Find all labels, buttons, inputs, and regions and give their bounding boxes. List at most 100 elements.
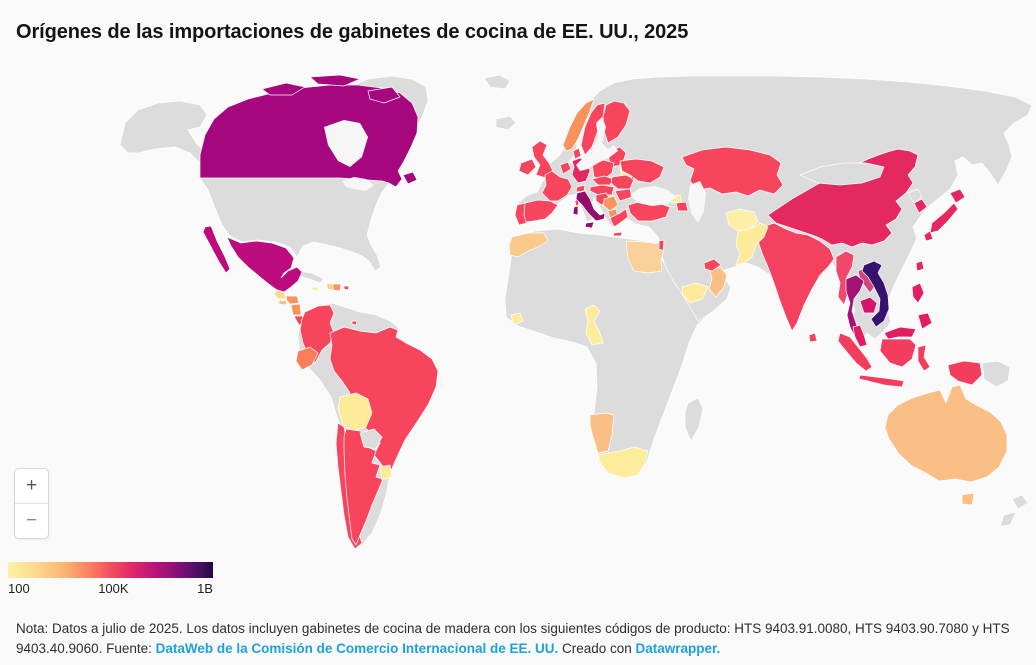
country-france[interactable]	[541, 170, 573, 202]
country-guatemala[interactable]	[273, 289, 287, 300]
country-philippines-mindanao[interactable]	[917, 312, 933, 330]
country-azerbaijan[interactable]	[675, 201, 689, 212]
country-afghanistan[interactable]	[725, 208, 759, 232]
country-uae[interactable]	[703, 258, 722, 272]
country-austria-hungary[interactable]	[589, 184, 615, 196]
country-new-zealand-north[interactable]	[1011, 494, 1029, 510]
country-nicaragua[interactable]	[290, 303, 302, 316]
country-philippines-luzon[interactable]	[911, 282, 925, 304]
layer-countries	[199, 75, 1008, 550]
country-bolivia[interactable]	[337, 392, 373, 432]
country-greece[interactable]	[609, 208, 629, 228]
country-uk[interactable]	[531, 140, 554, 179]
country-canada-newfoundland[interactable]	[402, 171, 418, 185]
country-morocco[interactable]	[508, 232, 549, 258]
country-sardinia[interactable]	[572, 205, 579, 216]
country-png[interactable]	[981, 360, 1011, 388]
country-haiti[interactable]	[326, 282, 334, 291]
country-ecuador[interactable]	[295, 346, 319, 371]
country-canada-arctic-3[interactable]	[367, 86, 401, 104]
note-created-with: Creado con	[558, 641, 636, 657]
country-norway[interactable]	[562, 98, 595, 152]
country-egypt[interactable]	[625, 240, 665, 274]
country-cambodia[interactable]	[859, 296, 878, 314]
black-sea	[630, 186, 676, 206]
country-australia[interactable]	[884, 384, 1008, 483]
country-israel[interactable]	[658, 239, 665, 252]
country-yemen[interactable]	[681, 282, 709, 304]
layer-water	[324, 117, 706, 223]
country-iceland[interactable]	[495, 115, 517, 131]
country-paraguay[interactable]	[359, 428, 383, 450]
country-serbia-bosnia[interactable]	[602, 195, 619, 212]
country-south-africa[interactable]	[597, 446, 649, 479]
country-jamaica[interactable]	[310, 286, 320, 292]
country-mexico[interactable]	[226, 236, 303, 293]
country-brazil[interactable]	[329, 326, 439, 474]
country-indonesia-borneo[interactable]	[879, 338, 917, 368]
world-map[interactable]	[0, 75, 1036, 558]
country-spain[interactable]	[523, 199, 559, 223]
legend-label-min: 100	[8, 581, 30, 596]
country-oman[interactable]	[708, 266, 728, 298]
country-kazakhstan[interactable]	[681, 146, 784, 197]
country-mexico-baja[interactable]	[202, 225, 231, 274]
country-north-korea[interactable]	[907, 188, 923, 204]
caspian-sea	[688, 181, 706, 223]
country-canada-arctic-1[interactable]	[261, 82, 306, 96]
country-indonesia-papua[interactable]	[947, 360, 983, 386]
country-tasmania[interactable]	[961, 492, 975, 506]
country-el-salvador[interactable]	[278, 299, 288, 306]
country-canada[interactable]	[199, 84, 419, 188]
country-india[interactable]	[757, 222, 835, 332]
country-ukraine[interactable]	[619, 158, 665, 184]
source-link[interactable]: DataWeb de la Comisión de Comercio Inter…	[155, 641, 559, 657]
country-cameroon[interactable]	[584, 304, 604, 346]
country-japan-kyushu[interactable]	[923, 230, 934, 242]
note-text: Nota: Datos a julio de 2025. Los datos i…	[16, 621, 1010, 657]
zoom-in-button[interactable]: +	[15, 469, 48, 503]
country-uruguay[interactable]	[379, 464, 393, 481]
color-legend: 100 100K 1B	[8, 562, 213, 596]
country-honduras[interactable]	[285, 295, 300, 305]
country-south-korea[interactable]	[913, 198, 928, 214]
country-puerto-rico[interactable]	[343, 285, 350, 291]
country-ireland[interactable]	[518, 158, 537, 176]
country-indonesia-java[interactable]	[858, 374, 905, 388]
country-japan-hokkaido[interactable]	[949, 188, 966, 204]
country-indonesia-sumatra[interactable]	[837, 332, 873, 372]
country-svalbard[interactable]	[483, 75, 511, 90]
country-taiwan[interactable]	[915, 260, 925, 272]
legend-labels: 100 100K 1B	[8, 581, 213, 596]
country-japan-honshu[interactable]	[929, 202, 959, 234]
country-mongolia[interactable]	[799, 162, 885, 186]
country-crete[interactable]	[612, 231, 623, 237]
country-finland[interactable]	[602, 100, 631, 144]
country-malaysia-borneo[interactable]	[883, 326, 917, 340]
footer-note: Nota: Datos a julio de 2025. Los datos i…	[16, 619, 1022, 660]
legend-label-max: 1B	[197, 581, 213, 596]
baltic-sea	[576, 117, 618, 171]
country-sicily[interactable]	[584, 221, 595, 229]
country-vietnam[interactable]	[861, 260, 890, 328]
country-italy[interactable]	[575, 190, 606, 222]
country-new-zealand-south[interactable]	[999, 511, 1017, 527]
country-alaska[interactable]	[119, 100, 211, 168]
country-sri-lanka[interactable]	[808, 332, 818, 343]
country-malaysia-peninsula[interactable]	[852, 324, 868, 348]
hudson-bay	[324, 120, 368, 167]
country-benelux[interactable]	[559, 161, 572, 175]
country-canada-arctic-2[interactable]	[309, 75, 361, 87]
country-dominican-republic[interactable]	[332, 283, 342, 292]
zoom-out-button[interactable]: −	[15, 504, 48, 538]
africa-base	[504, 228, 722, 479]
country-sierra-leone[interactable]	[510, 312, 524, 326]
country-namibia[interactable]	[589, 412, 615, 454]
country-denmark[interactable]	[572, 147, 582, 160]
country-indonesia-sulawesi[interactable]	[917, 344, 931, 372]
country-trinidad[interactable]	[351, 320, 358, 326]
country-madagascar[interactable]	[684, 397, 704, 442]
country-pakistan[interactable]	[735, 222, 769, 266]
legend-label-mid: 100K	[98, 581, 129, 596]
datawrapper-attribution-link[interactable]: Datawrapper.	[635, 641, 721, 657]
